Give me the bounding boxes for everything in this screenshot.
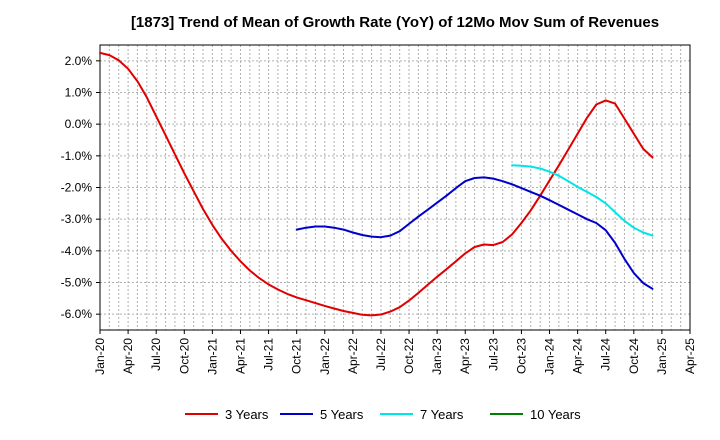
x-tick-label: Jan-24 <box>543 338 557 375</box>
y-tick-label: -5.0% <box>61 276 93 290</box>
x-tick-label: Oct-20 <box>177 338 191 374</box>
series-line-7-years <box>511 164 654 237</box>
x-tick-label: Apr-25 <box>683 338 697 374</box>
x-tick-label: Jul-21 <box>262 338 276 371</box>
x-tick-label: Oct-24 <box>627 338 641 374</box>
chart-title: [1873] Trend of Mean of Growth Rate (YoY… <box>131 14 659 31</box>
x-tick-label: Oct-21 <box>290 338 304 374</box>
y-tick-label: -2.0% <box>61 181 93 195</box>
x-tick-label: Jul-22 <box>374 338 388 371</box>
grid-lines <box>100 45 690 330</box>
y-tick-label: 2.0% <box>65 54 93 68</box>
x-tick-label: Apr-20 <box>121 338 135 374</box>
y-tick-label: -1.0% <box>61 149 93 163</box>
x-tick-label: Oct-22 <box>402 338 416 374</box>
x-tick-label: Jul-20 <box>149 338 163 371</box>
x-tick-label: Apr-24 <box>571 338 585 374</box>
x-tick-label: Jan-22 <box>318 338 332 375</box>
x-tick-label: Jul-24 <box>599 338 613 371</box>
y-tick-label: -4.0% <box>61 244 93 258</box>
y-tick-label: -6.0% <box>61 307 93 321</box>
x-tick-label: Jan-20 <box>93 338 107 375</box>
x-tick-label: Jul-23 <box>486 338 500 371</box>
legend: 3 Years 5 Years 7 Years 10 Years <box>185 407 581 422</box>
y-tick-label: -3.0% <box>61 212 93 226</box>
x-tick-label: Oct-23 <box>514 338 528 374</box>
x-tick-label: Apr-21 <box>233 338 247 374</box>
x-tick-label: Jan-25 <box>655 338 669 375</box>
y-tick-label: 1.0% <box>65 86 93 100</box>
legend-label: 3 Years <box>225 407 269 422</box>
x-tick-label: Apr-23 <box>458 338 472 374</box>
x-tick-label: Apr-22 <box>346 338 360 374</box>
y-axis: 2.0% 1.0% 0.0% -1.0% -2.0% -3.0% -4.0% -5.0% -6.… <box>61 54 100 321</box>
series-lines <box>99 51 654 317</box>
series-line-5-years <box>295 176 654 290</box>
legend-label: 5 Years <box>320 407 364 422</box>
y-tick-label: 0.0% <box>65 117 93 131</box>
legend-label: 10 Years <box>530 407 581 422</box>
series-line-3-years <box>99 51 654 317</box>
x-tick-label: Jan-21 <box>205 338 219 375</box>
legend-label: 7 Years <box>420 407 464 422</box>
x-axis: Jan-20 Apr-20 Jul-20 Oct-20 Jan-21 Apr-21 Jul-… <box>93 330 697 375</box>
x-tick-label: Jan-23 <box>430 338 444 375</box>
